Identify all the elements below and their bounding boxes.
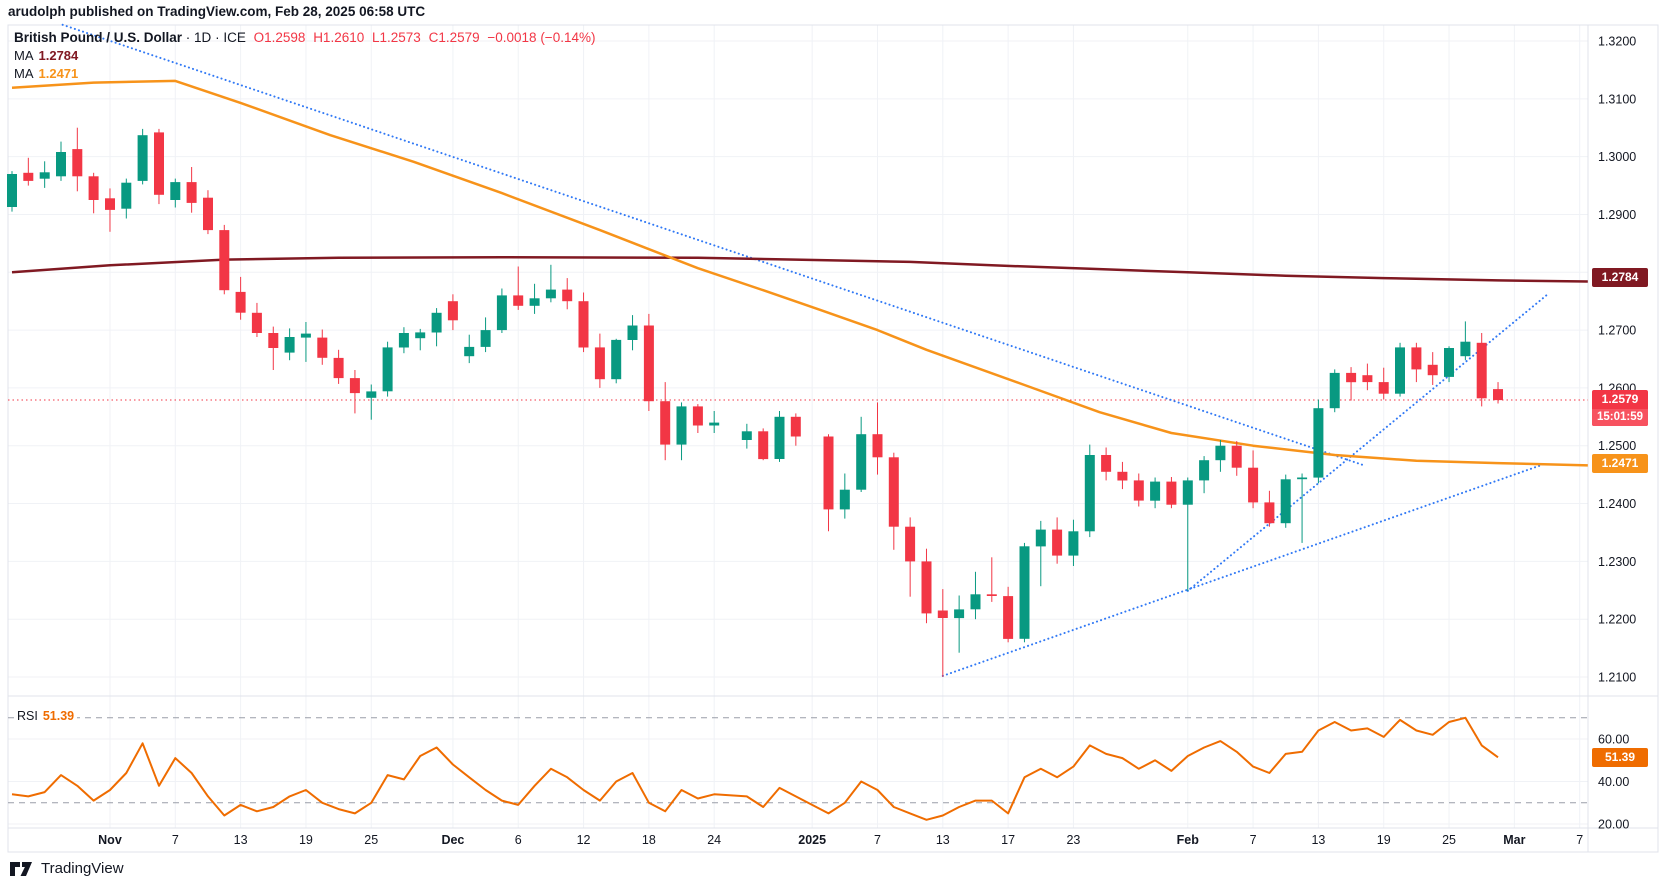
svg-text:1.2700: 1.2700 — [1598, 324, 1636, 338]
svg-text:1.2400: 1.2400 — [1598, 497, 1636, 511]
rsi-label: RSI — [17, 709, 38, 723]
candles-layer[interactable] — [7, 127, 1503, 677]
ohlc-change: −0.0018 (−0.14%) — [487, 30, 596, 45]
svg-text:1.2200: 1.2200 — [1598, 613, 1636, 627]
exchange-label: ICE — [223, 30, 246, 45]
svg-text:13: 13 — [936, 833, 950, 847]
symbol-title-row[interactable]: British Pound / U.S. Dollar · 1D · ICE O… — [14, 30, 595, 46]
bar-countdown: 15:01:59 — [1592, 409, 1648, 426]
trendlines[interactable] — [61, 23, 1549, 677]
svg-text:12: 12 — [577, 833, 591, 847]
gridlines — [8, 25, 1588, 828]
svg-text:40.00: 40.00 — [1598, 775, 1629, 789]
ma200-line[interactable] — [11, 255, 1588, 283]
ohlc-open: O1.2598 — [253, 30, 306, 45]
ma50-value: 1.2471 — [38, 66, 79, 81]
svg-text:1.2500: 1.2500 — [1598, 439, 1636, 453]
svg-text:19: 19 — [1377, 833, 1391, 847]
svg-text:Mar: Mar — [1503, 833, 1525, 847]
ma200-value: 1.2784 — [38, 48, 79, 63]
svg-text:2025: 2025 — [798, 833, 826, 847]
svg-text:20.00: 20.00 — [1598, 818, 1629, 832]
ma50-label: MA — [14, 66, 34, 81]
tradingview-brand-text[interactable]: TradingView — [41, 860, 124, 877]
last-price-value: 1.2579 — [1601, 392, 1639, 406]
svg-text:23: 23 — [1066, 833, 1080, 847]
svg-text:7: 7 — [1250, 833, 1257, 847]
svg-text:13: 13 — [1311, 833, 1325, 847]
rsi-value: 51.39 — [42, 709, 75, 723]
price-axis[interactable]: 1.32001.31001.30001.29001.28001.27001.26… — [1598, 35, 1636, 832]
svg-text:25: 25 — [364, 833, 378, 847]
ma50-price-badge: 1.2471 — [1592, 454, 1648, 473]
svg-text:7: 7 — [172, 833, 179, 847]
chart-legend: British Pound / U.S. Dollar · 1D · ICE O… — [14, 30, 595, 82]
ma200-label: MA — [14, 48, 34, 63]
svg-text:17: 17 — [1001, 833, 1015, 847]
time-axis[interactable]: Nov 7 13 19 25 Dec 6 12 18 24 2025 7 13 17 23 Feb 7 13 19 2… — [98, 833, 1583, 847]
symbol-name: British Pound / U.S. Dollar — [14, 30, 183, 45]
footer-bar: TradingView — [10, 860, 124, 877]
svg-text:1.3000: 1.3000 — [1598, 150, 1636, 164]
rsi-value-badge: 51.39 — [1592, 748, 1648, 767]
tradingview-logo-icon[interactable] — [10, 861, 34, 877]
svg-text:1.2900: 1.2900 — [1598, 208, 1636, 222]
svg-text:6: 6 — [515, 833, 522, 847]
ohlc-high: H1.2610 — [313, 30, 365, 45]
svg-text:1.2300: 1.2300 — [1598, 555, 1636, 569]
svg-text:1.3100: 1.3100 — [1598, 92, 1636, 106]
svg-text:Feb: Feb — [1177, 833, 1200, 847]
svg-text:7: 7 — [1576, 833, 1583, 847]
svg-text:18: 18 — [642, 833, 656, 847]
timeframe-label: 1D — [194, 30, 212, 45]
chart-frame — [7, 24, 1659, 853]
attribution-text: arudolph published on TradingView.com, F… — [8, 4, 426, 19]
ma50-line[interactable] — [11, 79, 1588, 467]
svg-text:60.00: 60.00 — [1598, 733, 1629, 747]
svg-text:Nov: Nov — [98, 833, 122, 847]
svg-text:19: 19 — [299, 833, 313, 847]
ohlc-low: L1.2573 — [372, 30, 421, 45]
rsi-legend-row[interactable]: RSI 51.39 — [14, 709, 78, 723]
svg-text:13: 13 — [234, 833, 248, 847]
svg-text:1.2100: 1.2100 — [1598, 671, 1636, 685]
ohlc-close: C1.2579 — [428, 30, 480, 45]
title-separator: · — [185, 30, 191, 45]
ma200-price-badge: 1.2784 — [1592, 268, 1648, 287]
svg-text:Dec: Dec — [441, 833, 464, 847]
ma50-legend-row[interactable]: MA 1.2471 — [14, 66, 595, 82]
svg-text:1.3200: 1.3200 — [1598, 35, 1636, 49]
svg-text:24: 24 — [707, 833, 721, 847]
svg-text:7: 7 — [874, 833, 881, 847]
ma200-legend-row[interactable]: MA 1.2784 — [14, 48, 595, 64]
title-separator-2: · — [215, 30, 220, 45]
svg-text:25: 25 — [1442, 833, 1456, 847]
rsi-line[interactable] — [11, 716, 1499, 821]
last-price-badge: 1.2579 15:01:59 — [1592, 390, 1648, 426]
